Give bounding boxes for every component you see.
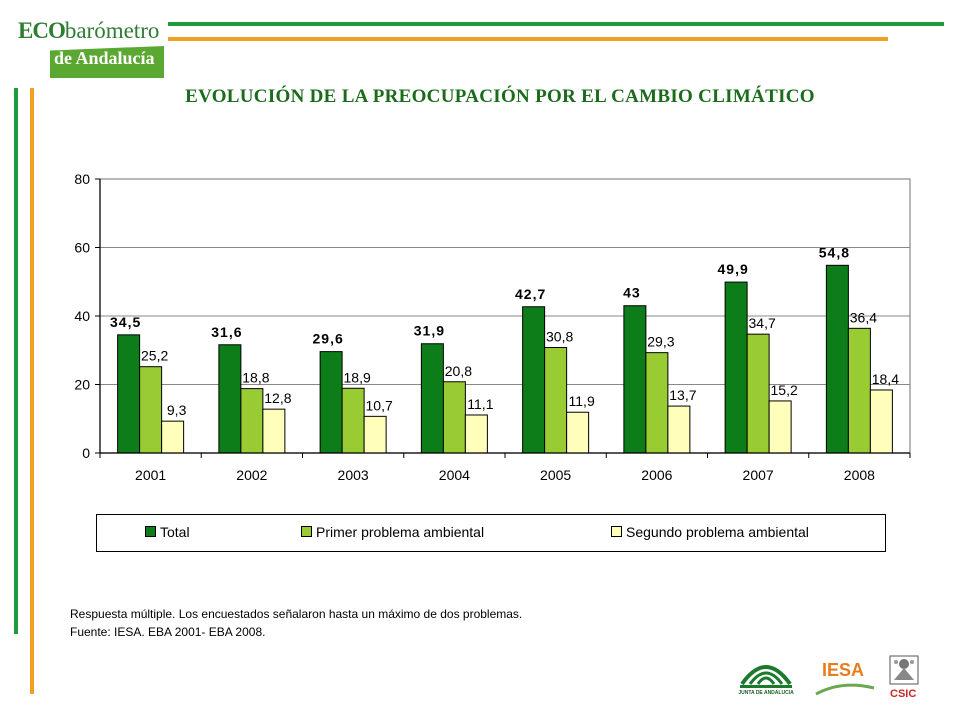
iesa-logo-text: IESA [822,660,865,680]
data-label-segundo: 13,7 [669,387,696,403]
data-label-total: 42,7 [515,286,546,302]
x-tick-label: 2007 [743,467,774,483]
data-label-segundo: 12,8 [264,390,291,406]
bar-total [218,344,242,454]
bar-segundo [262,408,286,454]
bar-primer [645,352,669,454]
data-label-segundo: 15,2 [771,382,798,398]
csic-logo: CSIC [884,654,924,706]
data-label-primer: 29,3 [647,334,674,350]
legend-label-primer: Primer problema ambiental [316,524,485,540]
data-label-segundo: 10,7 [366,397,393,413]
x-tick-label: 2008 [844,467,875,483]
data-label-primer: 25,2 [141,348,168,364]
data-label-total: 49,9 [718,261,749,277]
bar-primer [746,333,770,454]
bar-segundo [464,414,488,454]
data-label-total: 31,9 [414,323,445,339]
legend-swatch-segundo [611,526,622,538]
bar-segundo [566,411,590,454]
junta-emblem-icon [740,665,792,688]
logo-eco-text: ECO [18,18,66,43]
data-label-primer: 36,4 [850,309,877,325]
top-orange-line [168,37,888,41]
junta-logo-text: JUNTA DE ANDALUCIA [738,690,794,696]
y-tick-label: 80 [74,171,90,187]
bar-primer [847,327,871,454]
bar-segundo [667,405,691,454]
x-tick-label: 2003 [338,467,369,483]
data-label-total: 34,5 [110,314,141,330]
bar-primer [544,347,568,454]
y-tick-label: 0 [82,445,90,461]
top-green-line [168,22,944,26]
note-multiple-response: Respuesta múltiple. Los encuestados seña… [70,607,523,621]
chart-legend: Total Primer problema ambiental Segundo … [96,514,886,552]
x-tick-label: 2005 [540,467,571,483]
y-tick-label: 60 [74,240,90,256]
x-tick-label: 2004 [439,467,470,483]
legend-item-segundo: Segundo problema ambiental [611,524,809,540]
legend-label-total: Total [160,524,190,540]
data-label-primer: 20,8 [445,363,472,379]
x-tick-label: 2002 [236,467,267,483]
logo-barometro-text: barómetro [64,18,160,43]
data-label-segundo: 18,4 [872,371,899,387]
junta-andalucia-logo: JUNTA DE ANDALUCIA [734,654,798,704]
note-source: Fuente: IESA. EBA 2001- EBA 2008. [70,625,266,639]
data-label-total: 29,6 [313,331,344,347]
data-label-segundo: 11,1 [467,396,493,412]
left-green-line [14,88,18,634]
data-label-primer: 18,9 [344,369,371,385]
bar-total [522,306,546,454]
legend-item-total: Total [145,524,190,540]
bar-segundo [869,389,893,454]
bar-total [724,281,748,454]
ecobarometro-logo: ECObarómetro de Andalucía [14,16,164,78]
iesa-logo: IESA [812,660,878,700]
data-label-total: 43 [623,285,641,301]
legend-label-segundo: Segundo problema ambiental [626,524,809,540]
bar-segundo [768,400,792,454]
bar-segundo [161,420,185,454]
data-label-primer: 34,7 [749,315,776,331]
data-label-total: 54,8 [819,244,850,260]
bar-total [623,305,647,454]
y-tick-label: 40 [74,308,90,324]
y-tick-label: 20 [74,377,90,393]
bar-primer [341,387,365,454]
bar-total [319,351,343,454]
csic-emblem-icon [889,655,919,685]
bar-total [825,264,849,454]
data-label-segundo: 11,9 [569,393,595,409]
left-orange-line [30,88,34,694]
legend-swatch-primer [301,526,312,538]
logo-green-band [50,46,164,78]
data-label-primer: 18,8 [242,370,269,386]
bar-primer [139,366,163,454]
legend-swatch-total [145,526,156,538]
csic-logo-text: CSIC [890,688,917,700]
logo-andalucia-text: de Andalucía [54,48,155,68]
bar-primer [442,381,466,454]
legend-item-primer: Primer problema ambiental [301,524,484,540]
page-title: EVOLUCIÓN DE LA PREOCUPACIÓN POR EL CAMB… [185,86,815,107]
x-tick-label: 2006 [641,467,672,483]
data-label-primer: 30,8 [546,329,573,345]
bar-primer [240,388,264,454]
x-tick-label: 2001 [135,467,166,483]
data-label-total: 31,6 [211,324,242,340]
bar-total [420,343,444,454]
bar-total [117,334,141,454]
iesa-swoosh-icon [815,683,875,696]
data-label-segundo: 9,3 [167,402,187,418]
bar-segundo [363,415,387,454]
